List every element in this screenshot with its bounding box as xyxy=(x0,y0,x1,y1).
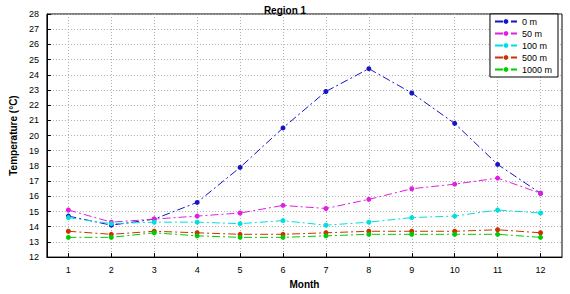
svg-text:11: 11 xyxy=(493,265,502,275)
svg-text:18: 18 xyxy=(29,161,39,171)
svg-text:13: 13 xyxy=(29,237,39,247)
svg-text:4: 4 xyxy=(195,265,200,275)
svg-text:5: 5 xyxy=(238,265,243,275)
svg-text:26: 26 xyxy=(29,39,39,49)
svg-text:3: 3 xyxy=(152,265,157,275)
svg-text:Temperature (°C): Temperature (°C) xyxy=(8,95,19,176)
svg-text:12: 12 xyxy=(536,265,546,275)
svg-text:14: 14 xyxy=(29,222,39,232)
svg-text:Month: Month xyxy=(289,279,319,290)
svg-text:9: 9 xyxy=(409,265,414,275)
svg-text:17: 17 xyxy=(29,176,39,186)
svg-text:12: 12 xyxy=(29,252,39,262)
svg-text:24: 24 xyxy=(29,70,39,80)
svg-text:1: 1 xyxy=(66,265,71,275)
svg-text:500 m: 500 m xyxy=(522,53,547,63)
svg-text:21: 21 xyxy=(29,115,39,125)
svg-text:19: 19 xyxy=(29,146,39,156)
svg-text:2: 2 xyxy=(109,265,114,275)
svg-text:7: 7 xyxy=(323,265,328,275)
svg-text:1000 m: 1000 m xyxy=(522,65,552,75)
svg-text:100 m: 100 m xyxy=(522,41,547,51)
svg-text:10: 10 xyxy=(450,265,460,275)
svg-text:50 m: 50 m xyxy=(522,29,542,39)
svg-text:6: 6 xyxy=(280,265,285,275)
svg-text:16: 16 xyxy=(29,191,39,201)
svg-text:0 m: 0 m xyxy=(522,17,537,27)
svg-text:20: 20 xyxy=(29,131,39,141)
svg-text:23: 23 xyxy=(29,85,39,95)
svg-text:8: 8 xyxy=(366,265,371,275)
svg-text:15: 15 xyxy=(29,207,39,217)
svg-text:25: 25 xyxy=(29,55,39,65)
svg-text:28: 28 xyxy=(29,9,39,19)
svg-text:Region 1: Region 1 xyxy=(264,5,307,16)
svg-text:22: 22 xyxy=(29,100,39,110)
svg-text:27: 27 xyxy=(29,24,39,34)
